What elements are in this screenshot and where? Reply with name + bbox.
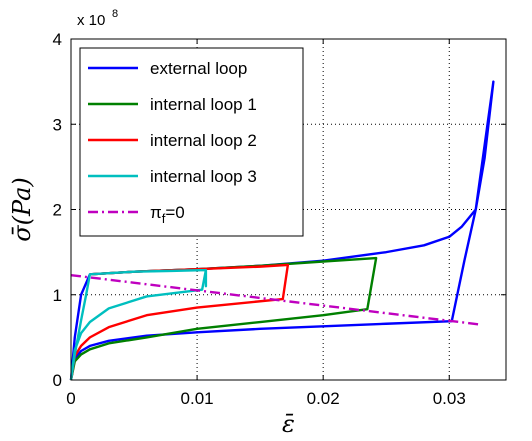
y-tick-label: 3	[53, 115, 62, 134]
series-line-4	[69, 268, 208, 381]
x-axis-label: ε̄	[282, 410, 295, 438]
x-tick-label: 0.03	[433, 389, 466, 408]
ticks: 0 0.01 0.02 0.03 0 1 2 3 4	[53, 30, 506, 408]
legend-box	[79, 47, 304, 237]
y-tick-label: 1	[53, 286, 62, 305]
y-multiplier-label: x 10	[77, 12, 105, 29]
legend: external loop internal loop 1 internal loo…	[79, 47, 304, 237]
y-tick-label: 4	[53, 30, 62, 49]
series-line-5	[70, 273, 481, 326]
legend-label-2: internal loop 1	[150, 95, 257, 114]
legend-label-1: external loop	[150, 59, 247, 78]
x-tick-label: 0.01	[181, 389, 214, 408]
y-tick-label: 0	[53, 371, 62, 390]
x-tick-label: 0.02	[307, 389, 340, 408]
legend-label-4: internal loop 3	[150, 167, 257, 186]
series-line-2	[69, 256, 378, 381]
y-tick-label: 2	[53, 201, 62, 220]
legend-label-3: internal loop 2	[150, 131, 257, 150]
y-axis-label: σ̄(Pa)	[8, 177, 36, 242]
x-tick-label: 0	[66, 389, 75, 408]
y-multiplier-exponent: 8	[112, 8, 118, 20]
legend-label-5: πf=0	[150, 203, 185, 226]
series-layer	[69, 80, 495, 381]
